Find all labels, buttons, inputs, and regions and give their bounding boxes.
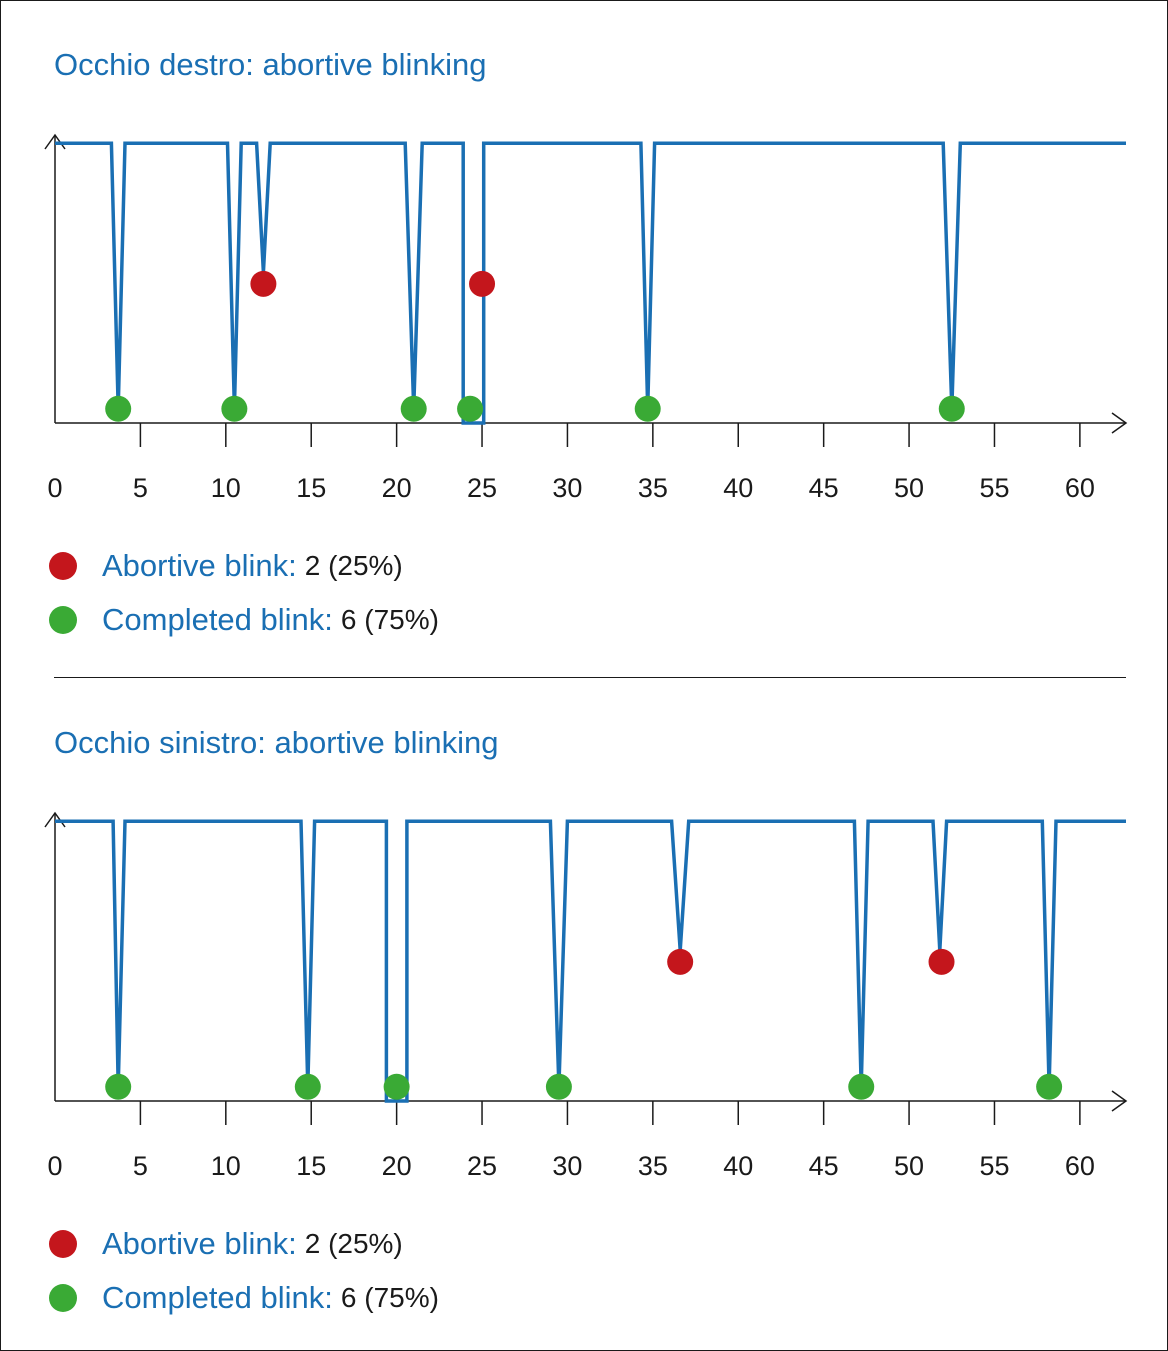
completed-blink-point [1036, 1073, 1063, 1100]
x-tick-label: 30 [552, 1151, 582, 1181]
x-tick-label: 25 [467, 1151, 497, 1181]
completed-blink-point [294, 1073, 321, 1100]
x-tick-label: 20 [382, 1151, 412, 1181]
abortive-dot-icon [49, 1230, 77, 1258]
abortive-blink-point [928, 948, 955, 975]
x-axis-arrow-icon [1111, 412, 1128, 434]
x-tick-label: 45 [809, 1151, 839, 1181]
legend-value: 2 (25%) [304, 1228, 403, 1259]
completed-blink-point [938, 395, 965, 422]
x-tick-label: 55 [979, 1151, 1009, 1181]
chart-title: Occhio sinistro: abortive blinking [54, 725, 499, 760]
x-tick-label: 60 [1065, 473, 1095, 503]
abortive-dot-icon [49, 552, 77, 580]
x-tick-label: 40 [723, 473, 753, 503]
blink-signal-line [55, 819, 1126, 1103]
x-tick-label: 5 [133, 473, 148, 503]
legend-value: 6 (75%) [340, 604, 439, 635]
abortive-blink-point [469, 270, 496, 297]
chart-panel-right-eye: Occhio destro: abortive blinking 0 5 10 15 2… [1, 1, 1167, 661]
x-tick-label: 50 [894, 473, 924, 503]
legend-label: Completed blink: [102, 1280, 333, 1315]
legend-item-completed: Completed blink: 6 (75%) [49, 593, 439, 647]
legend-item-completed: Completed blink: 6 (75%) [49, 1271, 439, 1325]
x-tick-label: 5 [133, 1151, 148, 1181]
x-tick-label: 60 [1065, 1151, 1095, 1181]
completed-blink-point [848, 1073, 875, 1100]
x-tick-label: 15 [296, 1151, 326, 1181]
x-tick-label: 10 [211, 473, 241, 503]
legend: Abortive blink: 2 (25%) Completed blink:… [49, 1217, 439, 1325]
blink-chart-left-eye: 0 5 10 15 20 25 30 35 40 45 50 55 60 [44, 811, 1128, 1181]
x-tick-label: 50 [894, 1151, 924, 1181]
completed-blink-point [634, 395, 661, 422]
x-tick-label: 40 [723, 1151, 753, 1181]
blink-signal-line [55, 141, 1126, 425]
x-axis-arrow-icon [1111, 1090, 1128, 1112]
legend-label: Abortive blink: [102, 548, 297, 583]
x-tick-label: 35 [638, 473, 668, 503]
completed-blink-point [383, 1073, 410, 1100]
legend-value: 2 (25%) [304, 550, 403, 581]
completed-blink-point [105, 395, 132, 422]
x-tick-label: 35 [638, 1151, 668, 1181]
x-tick-label: 30 [552, 473, 582, 503]
chart-title: Occhio destro: abortive blinking [54, 47, 487, 82]
x-tick-label: 25 [467, 473, 497, 503]
completed-blink-point [457, 395, 484, 422]
x-tick-label: 0 [47, 473, 62, 503]
completed-blink-point [400, 395, 427, 422]
legend-label: Abortive blink: [102, 1226, 297, 1261]
legend: Abortive blink: 2 (25%) Completed blink:… [49, 539, 439, 647]
legend-value: 6 (75%) [340, 1282, 439, 1313]
x-tick-label: 20 [382, 473, 412, 503]
completed-dot-icon [49, 606, 77, 634]
completed-blink-point [545, 1073, 572, 1100]
x-tick-label: 15 [296, 473, 326, 503]
completed-blink-point [221, 395, 248, 422]
legend-label: Completed blink: [102, 602, 333, 637]
panel-divider [54, 677, 1126, 678]
abortive-blink-point [667, 948, 694, 975]
blink-chart-right-eye: 0 5 10 15 20 25 30 35 40 45 50 55 60 [44, 133, 1128, 503]
legend-item-abortive: Abortive blink: 2 (25%) [49, 539, 439, 593]
abortive-blink-point [250, 270, 277, 297]
x-tick-label: 45 [809, 473, 839, 503]
x-tick-label: 0 [47, 1151, 62, 1181]
completed-dot-icon [49, 1284, 77, 1312]
x-tick-label: 55 [979, 473, 1009, 503]
x-tick-label: 10 [211, 1151, 241, 1181]
legend-item-abortive: Abortive blink: 2 (25%) [49, 1217, 439, 1271]
chart-panel-left-eye: Occhio sinistro: abortive blinking 0 5 10 1… [1, 679, 1167, 1339]
completed-blink-point [105, 1073, 132, 1100]
